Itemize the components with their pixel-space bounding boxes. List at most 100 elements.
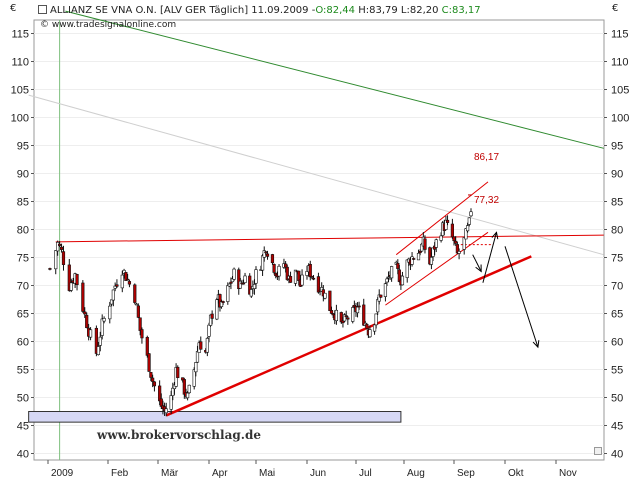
candle-body — [96, 346, 100, 356]
candle-body — [316, 276, 321, 293]
y-tick-label-right: 90 — [611, 169, 623, 181]
candle-body — [140, 329, 144, 339]
candle-body — [238, 280, 242, 289]
candle-body — [232, 268, 236, 280]
candle-body — [344, 315, 348, 318]
candle-body — [133, 284, 137, 303]
y-tick-label-right: 100 — [611, 113, 629, 125]
candle-body — [311, 277, 316, 280]
candle-body — [58, 243, 62, 246]
candle-body — [54, 250, 58, 270]
candle-body — [108, 305, 112, 320]
chart-title: ALLIANZ SE VNA O.N. [ALV GER Täglich] 11… — [50, 5, 316, 16]
candle-body — [94, 327, 98, 354]
candle-body — [405, 259, 409, 278]
candle-body — [169, 395, 173, 410]
candle-body — [252, 284, 257, 289]
x-tick-label: Jun — [310, 468, 326, 479]
arrow-up-head — [491, 231, 499, 240]
currency-left: € — [10, 3, 17, 14]
y-tick-label-right: 115 — [611, 29, 629, 41]
candle-body — [357, 305, 361, 308]
candle-body — [346, 317, 350, 320]
y-tick-label-left: 40 — [17, 449, 29, 461]
candle-body — [270, 254, 275, 264]
y-tick-label-right: 95 — [611, 141, 623, 153]
support-box — [28, 411, 402, 423]
candle-body — [195, 351, 200, 363]
candle-body — [81, 282, 85, 312]
red-resistance-line — [55, 234, 604, 243]
y-tick-label-right: 110 — [611, 57, 629, 69]
candle-body — [115, 284, 119, 287]
candle-body — [111, 289, 115, 301]
candle-body — [149, 372, 153, 378]
candle-body — [465, 225, 470, 232]
candle-body — [249, 289, 253, 297]
close-value: C:83,17 — [441, 5, 481, 16]
arrow-down-2 — [504, 246, 539, 348]
candle-body — [199, 341, 203, 350]
y-tick-label-left: 65 — [17, 309, 29, 321]
candle-body — [365, 324, 369, 329]
arrow-down-2-head — [532, 340, 540, 349]
candle-body — [151, 377, 155, 382]
candle-body — [120, 274, 124, 289]
gray-trend-line — [28, 94, 604, 256]
x-tick-label: Mai — [259, 468, 275, 479]
candle-body — [127, 281, 132, 285]
candle-body — [215, 299, 219, 320]
green-trend-line — [65, 10, 604, 149]
candle-body — [329, 310, 334, 314]
candle-body — [61, 251, 66, 265]
y-tick-label-left: 115 — [11, 29, 29, 41]
candle-body — [323, 292, 327, 299]
candle-body — [379, 294, 383, 298]
candle-body — [321, 289, 325, 297]
resize-grip[interactable] — [594, 447, 602, 455]
candle-body — [67, 264, 71, 291]
candle-body — [243, 275, 247, 283]
candle-body — [328, 290, 332, 311]
candle-body — [272, 264, 276, 273]
candle-body — [194, 362, 198, 373]
candle-body — [277, 265, 281, 277]
candle-body — [138, 317, 142, 331]
series-checkbox[interactable] — [38, 5, 47, 14]
y-tick-label-left: 85 — [17, 197, 29, 209]
candle-body — [207, 324, 211, 337]
candle-body — [48, 268, 52, 270]
x-tick-label: Apr — [212, 468, 228, 479]
candle-body — [83, 311, 87, 315]
candle-body — [69, 282, 73, 291]
y-tick-label-left: 80 — [17, 225, 29, 237]
candle-body — [229, 281, 233, 284]
candle-body — [85, 314, 89, 329]
candle-body — [100, 318, 104, 336]
candle-body — [383, 283, 388, 297]
x-tick-label: 2009 — [51, 468, 74, 479]
candle-body — [390, 266, 394, 279]
candle-body — [284, 263, 288, 268]
candle-body — [98, 336, 102, 346]
candle-body — [147, 353, 151, 372]
candle-body — [186, 392, 190, 399]
candle-body — [418, 250, 422, 254]
y-tick-label-left: 105 — [11, 85, 29, 97]
candle-body — [285, 266, 289, 280]
x-tick-label: Okt — [508, 468, 524, 479]
y-tick-label-left: 100 — [11, 113, 29, 125]
candle-body — [221, 301, 225, 303]
y-tick-label-right: 85 — [611, 197, 623, 209]
candle-body — [297, 270, 301, 281]
arrow-down-1 — [472, 254, 482, 272]
candle-body — [300, 274, 304, 286]
candle-body — [308, 264, 312, 278]
candle-body — [410, 256, 414, 265]
candle-body — [385, 278, 389, 283]
channel-lower-line — [385, 231, 489, 306]
high-low-values: H:83,79 L:82,20 — [358, 5, 439, 16]
annotation-low: 77,32 — [474, 195, 499, 206]
candle-body — [372, 324, 377, 332]
